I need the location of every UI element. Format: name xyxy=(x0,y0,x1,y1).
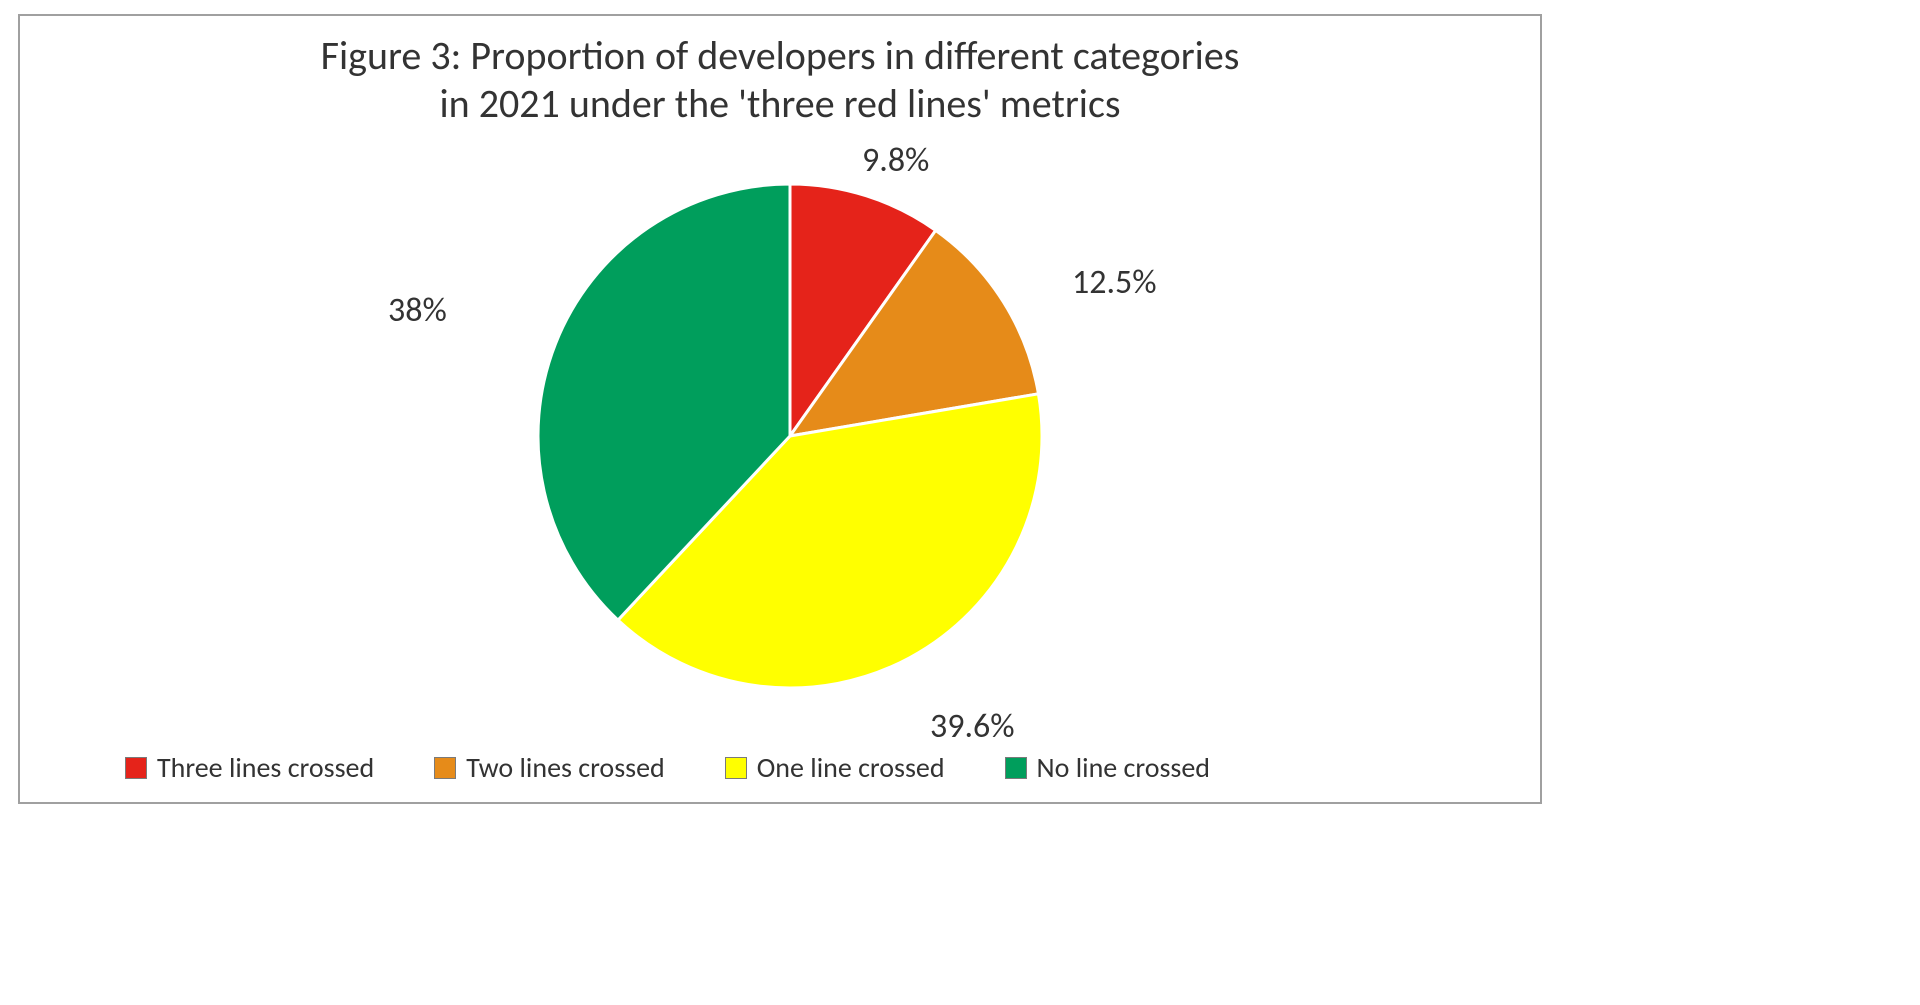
legend-item: Three lines crossed xyxy=(125,750,374,785)
chart-legend: Three lines crossed Two lines crossed One … xyxy=(125,750,1210,785)
pie-data-label: 12.5% xyxy=(1072,262,1157,303)
legend-label: One line crossed xyxy=(757,750,945,785)
pie-data-label: 38% xyxy=(388,290,447,331)
legend-swatch xyxy=(125,757,147,779)
legend-swatch xyxy=(434,757,456,779)
pie-chart xyxy=(534,180,1046,692)
pie-data-label: 39.6% xyxy=(930,706,1015,747)
legend-item: No line crossed xyxy=(1005,750,1210,785)
pie-data-label: 9.8% xyxy=(862,140,929,181)
legend-item: One line crossed xyxy=(725,750,945,785)
legend-item: Two lines crossed xyxy=(434,750,665,785)
legend-swatch xyxy=(725,757,747,779)
chart-title: Figure 3: Proportion of developers in di… xyxy=(180,32,1380,128)
legend-label: Two lines crossed xyxy=(466,750,665,785)
legend-label: No line crossed xyxy=(1037,750,1210,785)
legend-swatch xyxy=(1005,757,1027,779)
legend-label: Three lines crossed xyxy=(157,750,374,785)
